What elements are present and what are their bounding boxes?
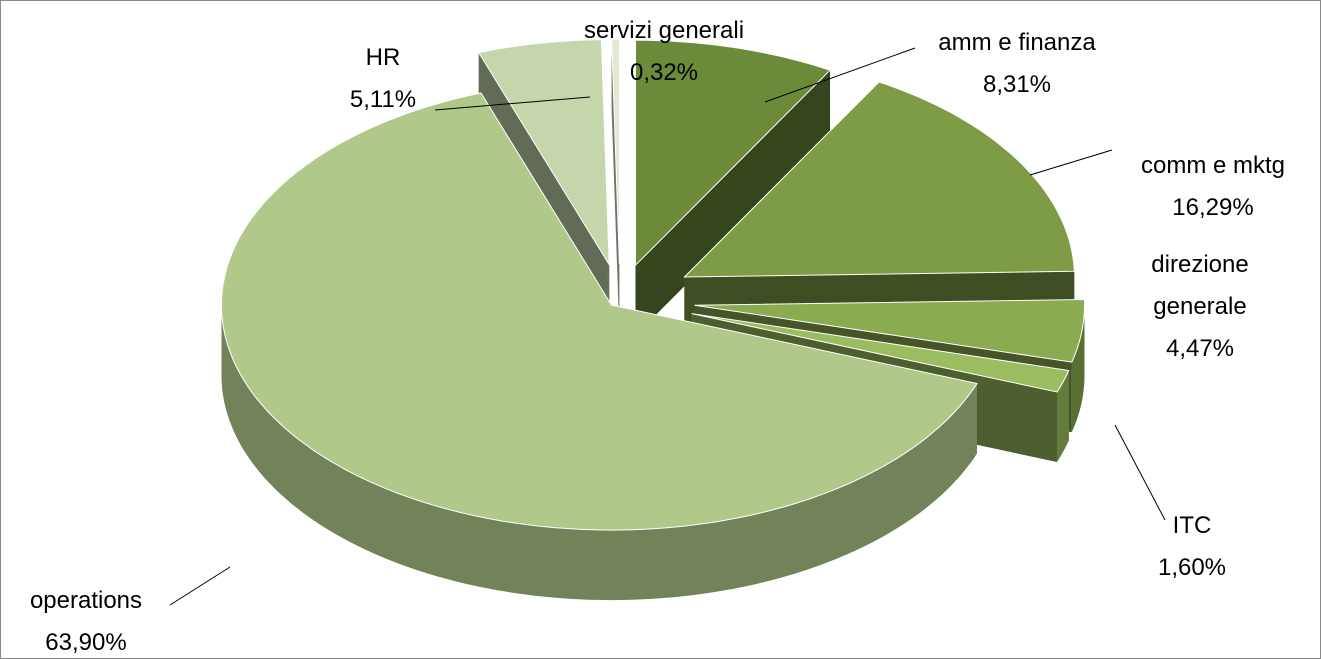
slice-wall-shade xyxy=(1057,370,1069,462)
slice xyxy=(611,38,620,334)
leader-line xyxy=(1114,424,1166,521)
slice-side-shade xyxy=(635,70,830,336)
slice xyxy=(683,81,1075,278)
value-label: 16,29% xyxy=(1172,194,1254,221)
value-label: 5,11% xyxy=(349,86,417,113)
category-label: HR xyxy=(365,44,401,71)
slice xyxy=(221,92,978,531)
slice-wall xyxy=(221,305,977,601)
data-label: HR 5,11% xyxy=(323,37,443,121)
category-label: servizi generali xyxy=(583,17,745,44)
data-label: amm e finanza 8,31% xyxy=(917,22,1117,106)
data-label: ITC 1,60% xyxy=(1132,505,1252,589)
data-label: servizi generali 0,32% xyxy=(544,10,784,94)
category-label: direzione generale xyxy=(1151,251,1249,320)
slice-wall-shade xyxy=(221,305,977,601)
value-label: 4,47% xyxy=(1165,335,1235,362)
category-label: operations xyxy=(29,587,143,614)
slice xyxy=(611,38,620,265)
data-label: operations 63,90% xyxy=(0,580,176,659)
value-label: 63,90% xyxy=(45,629,127,656)
leader-line xyxy=(764,47,916,103)
slice-wall-shade xyxy=(1071,305,1085,433)
category-label: ITC xyxy=(1172,512,1212,539)
slice-wall xyxy=(1057,370,1069,462)
category-label: amm e finanza xyxy=(938,29,1096,56)
slice-side-shade xyxy=(611,39,620,334)
slice xyxy=(691,313,1070,393)
leader-line xyxy=(169,566,231,606)
slice-wall xyxy=(1071,305,1085,433)
value-label: 8,31% xyxy=(982,71,1052,98)
data-label: comm e mktg 16,29% xyxy=(1113,145,1313,229)
leader-line xyxy=(434,96,591,111)
slice xyxy=(221,92,978,601)
data-label: direzione generale 4,47% xyxy=(1120,244,1280,370)
value-label: 0,32% xyxy=(629,59,699,86)
leader-line xyxy=(1029,149,1113,176)
slice xyxy=(477,39,610,267)
category-label: comm e mktg xyxy=(1140,152,1286,179)
slice xyxy=(694,298,1085,363)
value-label: 1,60% xyxy=(1157,554,1227,581)
